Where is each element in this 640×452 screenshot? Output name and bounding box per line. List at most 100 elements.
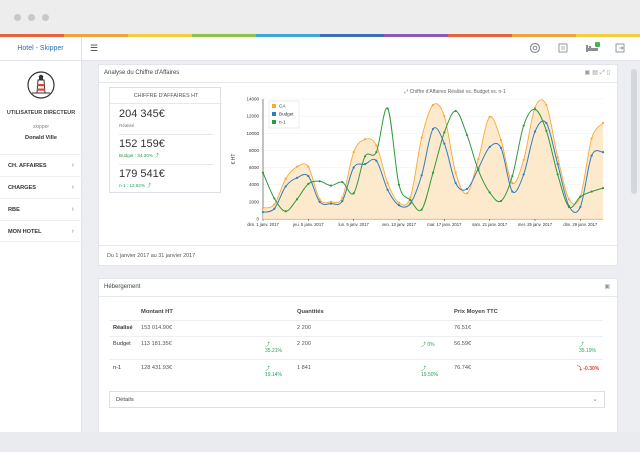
color-strip-segment <box>128 34 192 37</box>
brand-name[interactable]: Hotel - Skipper <box>0 37 82 61</box>
legend-label: n-1 <box>279 120 286 125</box>
expand-icon[interactable]: ▣ <box>604 284 612 290</box>
data-point-budget <box>318 200 321 203</box>
panel-header: Hébergement ▣ <box>99 279 617 297</box>
data-point-ca <box>431 103 435 107</box>
y-tick-label: 10000 <box>246 131 259 136</box>
details-accordion[interactable]: Détails ⌄ <box>109 391 605 408</box>
data-point-n-1 <box>307 182 310 185</box>
revenue-chart: ⤢ Chiffre d'Affaires Réalisé vs. Budget … <box>231 89 605 227</box>
window-dot-minimize[interactable] <box>28 14 35 21</box>
export-icon[interactable]: ▯ <box>606 70 612 76</box>
cell-prix-variation: ⤴ 35.19% <box>579 342 596 354</box>
window-dot-maximize[interactable] <box>42 14 49 21</box>
sidebar-item-rbe[interactable]: RBE › <box>0 198 82 220</box>
data-point-budget <box>454 181 457 185</box>
window-bottom-bar <box>0 432 640 452</box>
window-dot-close[interactable] <box>14 14 21 21</box>
cell-prix: 76.74€ <box>454 365 472 371</box>
data-point-n-1 <box>499 199 503 203</box>
panel-tools: ▣▤⤢▯ <box>585 65 612 82</box>
lighthouse-icon <box>27 71 55 99</box>
data-point-ca <box>511 181 514 185</box>
chevron-down-icon: ⌄ <box>592 396 598 403</box>
data-point-n-1 <box>522 124 525 127</box>
data-point-n-1 <box>386 107 389 110</box>
y-axis-label: € HT <box>231 154 237 165</box>
data-point-ca <box>590 137 593 140</box>
scrollbar[interactable] <box>631 69 637 194</box>
data-point-ca <box>454 171 457 174</box>
cell-quantites: 1 841 <box>297 365 311 371</box>
x-tick-label: sam. 21 janv. 2017 <box>472 222 508 227</box>
sidebar-item-charges[interactable]: CHARGES › <box>0 176 82 198</box>
data-point-budget <box>556 163 559 166</box>
data-point-n-1 <box>477 169 480 172</box>
data-point-budget <box>601 151 605 154</box>
x-tick-label: dim. 1 janv. 2017 <box>247 222 279 227</box>
data-point-budget <box>307 175 310 178</box>
column-header-montant: Montant HT <box>141 309 173 315</box>
logout-icon[interactable] <box>614 42 626 54</box>
kpi-n1-value: 179 541€ <box>119 168 165 180</box>
color-strip-segment <box>192 34 256 37</box>
row-label: Budget <box>113 341 131 347</box>
data-point-n-1 <box>601 187 605 190</box>
sidebar-item-mon-hotel[interactable]: MON HOTEL › <box>0 220 82 242</box>
data-point-ca <box>601 121 605 125</box>
document-icon[interactable] <box>557 42 569 54</box>
chart-title: ⤢ Chiffre d'Affaires Réalisé vs. Budget … <box>404 89 506 95</box>
data-point-budget <box>533 130 537 133</box>
fullscreen-icon[interactable]: ⤢ <box>599 70 607 76</box>
data-point-n-1 <box>261 171 265 174</box>
revenue-analysis-panel: Analyse du Chiffre d'Affaires ▣▤⤢▯ CHIFF… <box>98 64 618 266</box>
kpi-box: CHIFFRE D'AFFAIRES HT 204 345€ Réalisé 1… <box>109 87 222 193</box>
data-point-ca <box>409 196 412 199</box>
kpi-n1-caption: n-1 : 13.82% ⤴ <box>119 183 151 188</box>
column-header-prix: Prix Moyen TTC <box>454 309 498 315</box>
x-tick-label: ven. 13 janv. 2017 <box>382 222 417 227</box>
data-point-n-1 <box>363 155 367 158</box>
y-tick-label: 8000 <box>249 148 260 153</box>
color-strip-segment <box>256 34 320 37</box>
table-divider <box>109 359 603 360</box>
cell-quantites-variation: ⤴ 19.50% <box>421 366 438 378</box>
data-point-n-1 <box>511 175 514 178</box>
data-point-ca <box>522 158 525 161</box>
data-point-n-1 <box>590 190 593 193</box>
cell-prix: 76.51€ <box>454 325 472 331</box>
user-role: UTILISATEUR DIRECTEUR <box>6 110 76 116</box>
panel-title: Hébergement <box>104 284 141 290</box>
cell-quantites: 2 200 <box>297 325 311 331</box>
color-strip-segment <box>384 34 448 37</box>
data-point-n-1 <box>284 210 287 213</box>
data-point-ca <box>363 138 367 141</box>
data-point-ca <box>318 198 321 201</box>
data-point-n-1 <box>295 198 299 201</box>
data-point-budget <box>511 190 514 193</box>
panel-header: Analyse du Chiffre d'Affaires ▣▤⤢▯ <box>99 65 617 83</box>
data-point-ca <box>420 136 423 139</box>
table-divider <box>109 320 603 321</box>
data-point-n-1 <box>443 131 446 134</box>
data-point-n-1 <box>545 129 548 132</box>
lifebuoy-icon[interactable] <box>529 42 541 54</box>
color-strip-segment <box>0 34 64 37</box>
y-tick-label: 0 <box>256 217 259 222</box>
data-point-n-1 <box>420 208 423 211</box>
data-point-ca <box>307 165 310 168</box>
data-point-ca <box>397 201 401 204</box>
data-point-ca <box>284 177 287 180</box>
sidebar-item-ch-affaires[interactable]: CH. AFFAIRES › <box>0 154 82 176</box>
hotel-bed-icon[interactable] <box>585 42 601 54</box>
kpi-realise-value: 204 345€ <box>119 108 165 120</box>
data-point-budget <box>284 185 287 188</box>
data-point-budget <box>352 166 355 169</box>
expand-icon[interactable]: ▣ <box>584 70 593 76</box>
data-point-ca <box>375 144 378 147</box>
hamburger-icon[interactable]: ☰ <box>90 43 99 53</box>
data-point-n-1 <box>375 151 378 154</box>
table-icon[interactable]: ▤ <box>592 70 600 76</box>
data-point-n-1 <box>454 109 457 113</box>
color-strip-segment <box>576 34 640 37</box>
